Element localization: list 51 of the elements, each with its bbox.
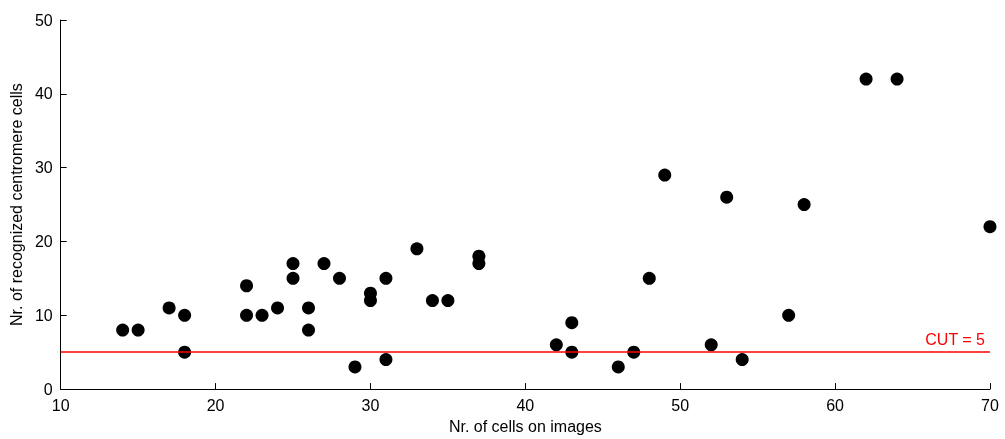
point (302, 301, 316, 315)
y-tick-label: 20 (34, 232, 53, 250)
point (240, 279, 254, 293)
point (131, 323, 145, 337)
x-tick-label: 50 (671, 396, 690, 414)
point (782, 308, 796, 322)
x-tick-label: 30 (361, 396, 380, 414)
y-tick-label: 0 (43, 380, 53, 398)
point (317, 257, 331, 271)
point (302, 323, 316, 337)
point (472, 257, 486, 271)
x-tick-label: 70 (981, 396, 999, 414)
point (859, 72, 873, 86)
y-tick-label: 10 (34, 306, 53, 324)
y-tick-label: 40 (34, 85, 53, 103)
point (240, 308, 254, 322)
point (658, 168, 672, 182)
x-axis-title: Nr. of cells on images (448, 417, 602, 435)
point (720, 190, 734, 204)
point (379, 271, 393, 285)
point (549, 338, 563, 352)
x-tick-label: 20 (206, 396, 225, 414)
point (410, 242, 424, 256)
point (890, 72, 904, 86)
point (425, 294, 439, 308)
point (642, 271, 656, 285)
y-tick-label: 30 (34, 159, 53, 177)
point (363, 294, 377, 308)
point (162, 301, 176, 315)
y-tick-label: 50 (34, 11, 53, 29)
point (565, 316, 579, 330)
x-tick-label: 60 (826, 396, 845, 414)
y-axis-title: Nr. of recognized centromere cells (7, 83, 25, 326)
point (797, 198, 811, 212)
point (441, 294, 455, 308)
point (271, 301, 285, 315)
point (983, 220, 997, 234)
ref-line-label: CUT = 5 (925, 330, 986, 348)
point (116, 323, 130, 337)
point (286, 271, 300, 285)
point (178, 308, 192, 322)
point (348, 360, 362, 374)
x-tick-label: 10 (51, 396, 70, 414)
point (611, 360, 625, 374)
point (704, 338, 718, 352)
point (333, 271, 346, 285)
point (379, 353, 393, 367)
point (735, 353, 749, 367)
x-tick-label: 40 (516, 396, 535, 414)
point (255, 308, 269, 322)
point (286, 257, 300, 271)
